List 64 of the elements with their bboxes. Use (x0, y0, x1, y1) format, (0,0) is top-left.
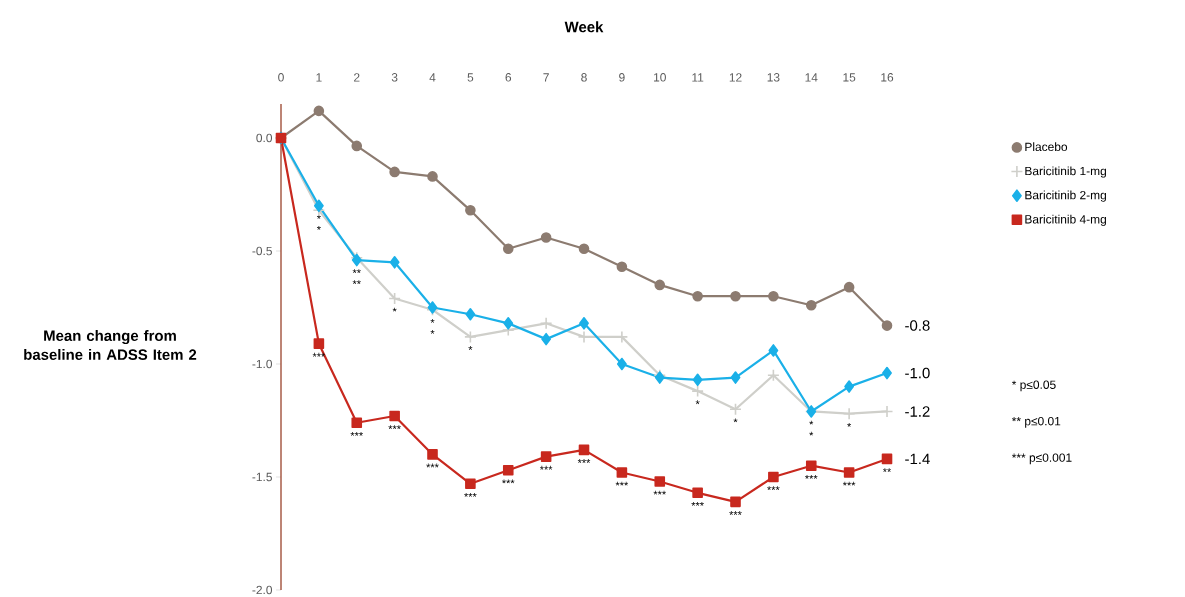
annotation: *** (805, 474, 818, 479)
y-tick-label: -1.0 (252, 359, 273, 369)
annotation: *** (464, 492, 477, 497)
x-tick-label: 12 (729, 73, 742, 82)
annotation: * (430, 329, 435, 334)
y-tick-label: -2.0 (252, 585, 273, 595)
annotation: * (733, 418, 738, 423)
legend-label: Baricitinib 2-mg (1025, 190, 1106, 202)
x-axis-title: Week (564, 21, 604, 33)
y-tick-label: -1.5 (252, 472, 272, 482)
annotation: *** (388, 425, 401, 430)
annotation: *** (653, 490, 666, 495)
x-tick-label: 5 (467, 73, 474, 82)
annotation: *** (842, 481, 856, 486)
annotation: *** (502, 479, 515, 484)
x-tick-label: 15 (843, 73, 856, 82)
annotation: ** (882, 468, 892, 472)
annotation: * (695, 400, 700, 405)
legend-label: Baricitinib 1-mg (1025, 166, 1106, 178)
annotation: * (430, 318, 435, 323)
annotation: * (468, 346, 473, 350)
annotation: *** (691, 502, 704, 506)
data-label: -1.2 (905, 406, 930, 417)
x-tick-label: 4 (429, 73, 436, 82)
x-tick-label: 16 (881, 73, 894, 82)
annotation: * (847, 422, 852, 427)
annotation: * (392, 307, 397, 312)
data-label: -1.0 (905, 367, 930, 379)
data-label: -0.8 (905, 320, 930, 331)
y-tick-label: -0.5 (252, 246, 272, 256)
annotation: *** (426, 463, 439, 468)
annotation: * (809, 431, 814, 436)
data-label: -1.4 (905, 453, 930, 465)
annotation: *** (350, 431, 363, 436)
annotation: * (316, 215, 321, 219)
x-tick-label: 13 (767, 73, 780, 82)
annotation: *** (577, 459, 591, 463)
x-tick-label: 10 (654, 73, 666, 82)
x-tick-label: 8 (581, 73, 587, 82)
x-tick-label: 1 (316, 73, 322, 82)
y-tick-label: 0.0 (256, 133, 273, 143)
text: * p≤0.05 (1011, 380, 1056, 392)
x-tick-label: 3 (391, 73, 398, 82)
x-tick-label: 6 (505, 73, 512, 82)
annotation: *** (312, 352, 326, 357)
annotation: *** (767, 486, 780, 491)
annotation: *** (539, 465, 553, 470)
x-tick-label: 14 (805, 73, 818, 82)
annotation: *** (729, 511, 742, 515)
legend-label: Baricitinib 4-mg (1025, 214, 1106, 226)
annotation: * (316, 226, 321, 230)
annotation: ** (352, 280, 361, 285)
legend-label: Placebo (1025, 142, 1068, 152)
x-tick-label: 0 (278, 73, 284, 82)
y-axis-title: Mean change from baseline in ADSS Item 2 (24, 330, 197, 360)
x-tick-label: 2 (354, 73, 360, 82)
x-tick-label: 11 (692, 73, 704, 82)
text: *** p≤0.001 (1011, 453, 1072, 465)
annotation: ** (352, 269, 361, 274)
text: ** p≤0.01 (1011, 416, 1061, 428)
x-tick-label: 9 (619, 73, 625, 82)
x-tick-label: 7 (543, 73, 549, 82)
annotation: * (809, 420, 814, 425)
annotation: *** (615, 481, 629, 486)
